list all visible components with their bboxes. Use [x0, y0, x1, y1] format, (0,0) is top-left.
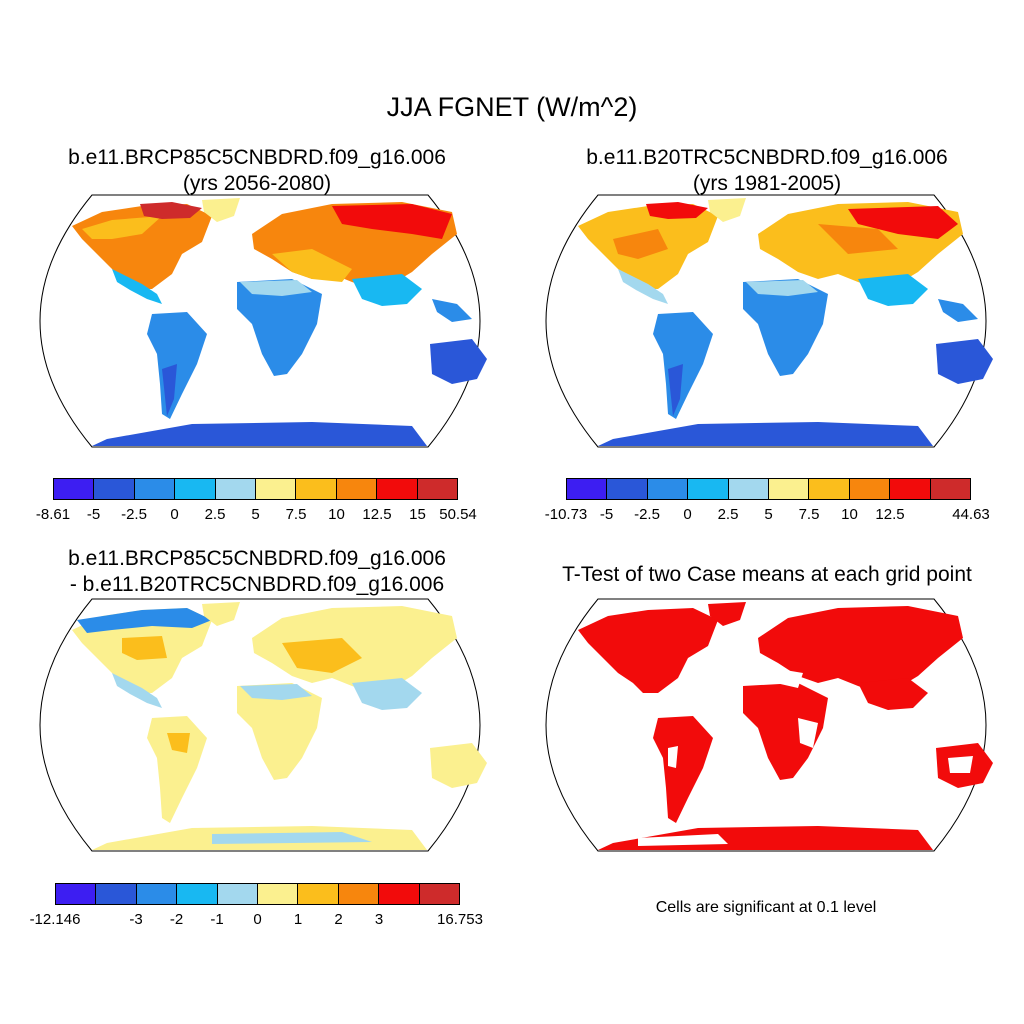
colorbar-swatch: [607, 479, 648, 499]
colorbar-swatch: [890, 479, 931, 499]
colorbar-swatch: [215, 479, 257, 499]
colorbar-tick-label: 2.5: [717, 506, 739, 523]
colorbar-tick-label: 2: [334, 911, 343, 928]
colorbar-swatch: [136, 884, 178, 904]
colorbar-tick-label: 12.5: [362, 506, 392, 523]
colorbar-swatch: [769, 479, 810, 499]
panel3-title-line1: b.e11.BRCP85C5CNBDRD.f09_g16.006: [68, 547, 446, 570]
panel2-title: b.e11.B20TRC5CNBDRD.f09_g16.006 (yrs 198…: [517, 145, 1017, 197]
colorbar-tick-label: -5: [599, 506, 614, 523]
panel4-title: T-Test of two Case means at each grid po…: [562, 563, 972, 586]
colorbar-tick-label: -2.5: [634, 506, 660, 523]
colorbar-swatch: [336, 479, 378, 499]
panel2-title-line2: (yrs 1981-2005): [692, 172, 842, 195]
colorbar-swatch: [96, 884, 137, 904]
colorbar-tick-label: -8.61: [35, 506, 71, 523]
panel3-title: b.e11.BRCP85C5CNBDRD.f09_g16.006 - b.e11…: [7, 546, 507, 598]
colorbar-swatch: [134, 479, 176, 499]
colorbar-tick-label: 16.753: [437, 911, 483, 928]
colorbar-tick-label: -2: [169, 911, 184, 928]
panel2-colorbar: [566, 478, 971, 500]
colorbar-swatch: [94, 479, 135, 499]
colorbar-swatch: [809, 479, 850, 499]
colorbar-tick-label: -5: [86, 506, 101, 523]
colorbar-tick-label: 10: [328, 506, 345, 523]
colorbar-swatch: [56, 884, 97, 904]
colorbar-swatch: [258, 884, 299, 904]
colorbar-tick-label: 7.5: [798, 506, 820, 523]
panel3-colorbar: [55, 883, 460, 905]
colorbar-tick-label: 10: [841, 506, 858, 523]
colorbar-swatch: [175, 479, 216, 499]
colorbar-swatch: [419, 884, 460, 904]
colorbar-tick-label: 7.5: [285, 506, 307, 523]
panel2-map: [545, 194, 993, 448]
significance-note: Cells are significant at 0.1 level: [655, 899, 877, 916]
colorbar-swatch: [217, 884, 259, 904]
colorbar-swatch: [379, 884, 420, 904]
colorbar-tick-label: -1: [210, 911, 224, 928]
colorbar-tick-label: 1: [293, 911, 303, 928]
colorbar-tick-label: 3: [374, 911, 384, 928]
panel1-title-line2: (yrs 2056-2080): [182, 172, 332, 195]
panel4-map: [545, 598, 993, 852]
colorbar-tick-label: -10.73: [544, 506, 588, 523]
colorbar-tick-label: 15: [409, 506, 426, 523]
colorbar-tick-label: 44.63: [952, 506, 990, 523]
colorbar-tick-label: 5: [251, 506, 260, 523]
colorbar-tick-label: 0: [253, 911, 262, 928]
colorbar-swatch: [417, 479, 458, 499]
colorbar-tick-label: 2.5: [204, 506, 226, 523]
colorbar-tick-label: -3: [129, 911, 143, 928]
colorbar-swatch: [567, 479, 608, 499]
colorbar-swatch: [256, 479, 297, 499]
colorbar-tick-label: 0: [170, 506, 179, 523]
colorbar-swatch: [728, 479, 770, 499]
panel1-map: [39, 194, 487, 448]
colorbar-tick-label: 50.54: [439, 506, 477, 523]
colorbar-swatch: [647, 479, 689, 499]
colorbar-tick-label: 12.5: [875, 506, 905, 523]
panel3-map: [39, 598, 487, 852]
colorbar-swatch: [377, 479, 418, 499]
panel1-title: b.e11.BRCP85C5CNBDRD.f09_g16.006 (yrs 20…: [7, 145, 507, 197]
colorbar-swatch: [177, 884, 218, 904]
colorbar-swatch: [54, 479, 95, 499]
colorbar-tick-label: -12.146: [29, 911, 81, 928]
panel1-title-line1: b.e11.BRCP85C5CNBDRD.f09_g16.006: [68, 146, 446, 169]
figure-title: JJA FGNET (W/m^2): [386, 92, 638, 122]
colorbar-swatch: [688, 479, 729, 499]
colorbar-tick-label: 0: [683, 506, 692, 523]
colorbar-swatch: [338, 884, 380, 904]
colorbar-swatch: [849, 479, 891, 499]
colorbar-swatch: [930, 479, 971, 499]
panel2-title-line1: b.e11.B20TRC5CNBDRD.f09_g16.006: [586, 146, 948, 169]
colorbar-tick-label: -2.5: [121, 506, 147, 523]
colorbar-swatch: [298, 884, 339, 904]
colorbar-swatch: [296, 479, 337, 499]
panel3-title-line2: - b.e11.B20TRC5CNBDRD.f09_g16.006: [69, 573, 445, 596]
colorbar-tick-label: 5: [764, 506, 773, 523]
panel1-colorbar: [53, 478, 458, 500]
